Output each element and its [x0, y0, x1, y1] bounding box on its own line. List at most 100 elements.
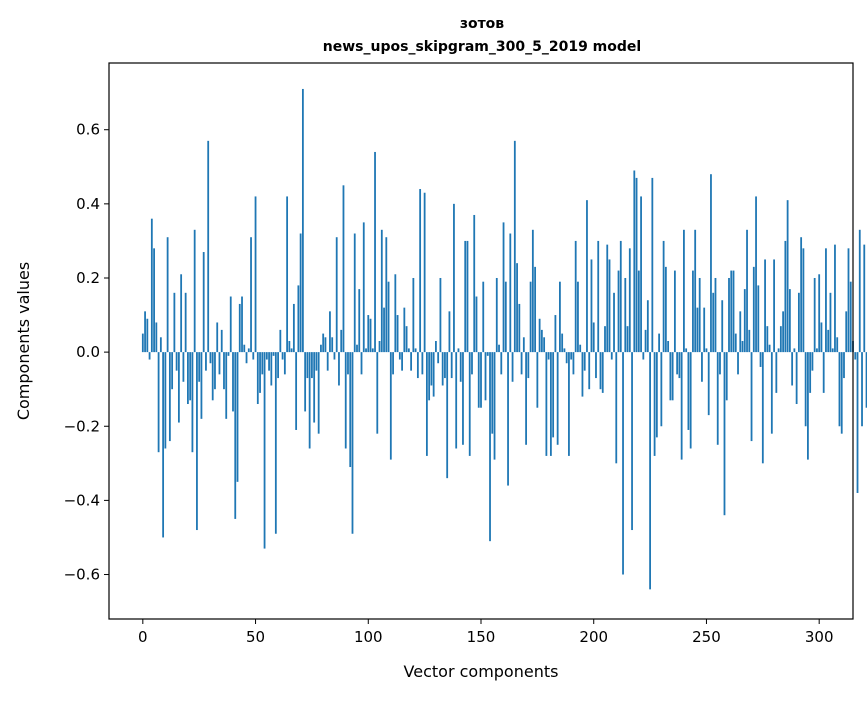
bar-component-51	[256, 352, 259, 405]
bar-component-210	[615, 352, 618, 464]
bar-component-199	[590, 259, 593, 353]
bar-component-263	[734, 333, 737, 353]
bar-component-275	[761, 352, 764, 464]
bar-component-18	[182, 352, 185, 382]
bar-component-37	[225, 352, 228, 419]
bar-component-102	[371, 348, 374, 353]
bar-component-10	[164, 352, 167, 449]
bar-component-174	[534, 266, 537, 353]
bar-component-302	[822, 352, 825, 393]
bar-component-36	[223, 352, 225, 390]
bar-component-122	[416, 352, 419, 379]
bar-component-247	[698, 277, 701, 353]
bar-component-140	[457, 348, 460, 353]
bar-component-205	[604, 326, 606, 353]
bar-component-7	[157, 352, 160, 453]
bar-component-41	[234, 352, 237, 519]
x-tick-label: 300	[805, 628, 834, 646]
bar-component-58	[272, 352, 275, 356]
bar-component-253	[712, 292, 715, 353]
bar-component-55	[265, 352, 268, 360]
bar-component-49	[252, 352, 255, 360]
bar-component-31	[211, 352, 214, 401]
bar-component-285	[784, 240, 787, 353]
bar-component-30	[209, 352, 212, 364]
bar-component-17	[180, 274, 183, 353]
bar-component-106	[380, 229, 383, 353]
chart-title-line-2: news_upos_skipgram_300_5_2019 model	[323, 39, 641, 55]
bar-component-39	[229, 296, 232, 353]
bar-component-25	[198, 352, 201, 382]
bar-component-129	[432, 352, 435, 397]
bar-component-97	[360, 352, 363, 375]
bar-component-103	[374, 151, 376, 353]
y-tick-label: 0.0	[76, 343, 100, 361]
bar-component-92	[349, 352, 352, 468]
bar-component-305	[829, 292, 832, 353]
bar-component-64	[286, 196, 289, 353]
bar-component-223	[644, 329, 647, 353]
bar-component-281	[775, 352, 778, 393]
bar-component-156	[493, 352, 496, 460]
bar-component-110	[389, 352, 392, 460]
bar-component-28	[205, 352, 207, 371]
bar-component-27	[202, 252, 205, 353]
bar-component-123	[419, 189, 422, 353]
bar-component-283	[779, 326, 782, 353]
bar-component-213	[622, 352, 624, 575]
bar-component-63	[283, 352, 286, 375]
bar-component-130	[435, 341, 437, 353]
bar-component-211	[617, 270, 620, 353]
bar-component-238	[678, 352, 681, 379]
bar-component-11	[166, 237, 169, 353]
bar-component-217	[631, 352, 633, 531]
x-tick-label: 0	[138, 628, 148, 646]
bar-component-193	[577, 281, 579, 353]
x-axis-ticks: 0 50 100 150 200 250 300	[138, 619, 834, 646]
bar-component-57	[270, 352, 273, 386]
bar-component-118	[407, 348, 410, 353]
bar-component-273	[757, 285, 760, 353]
bar-component-43	[238, 303, 241, 353]
bar-component-306	[831, 348, 834, 353]
bar-component-225	[649, 352, 651, 590]
bar-component-293	[802, 248, 805, 353]
y-tick-label: −0.4	[64, 491, 100, 509]
bar-component-149	[477, 352, 480, 408]
bar-component-56	[268, 352, 270, 371]
bar-component-256	[719, 352, 721, 375]
bar-component-204	[601, 352, 604, 393]
plot-area-frame	[108, 62, 854, 620]
bar-component-50	[254, 196, 257, 353]
bar-component-185	[559, 281, 561, 353]
bar-component-284	[782, 311, 785, 353]
bar-component-104	[376, 352, 379, 434]
bar-component-316	[854, 352, 857, 360]
bar-component-147	[473, 214, 476, 353]
bar-component-218	[633, 170, 636, 353]
bar-component-195	[581, 352, 584, 397]
bars-group	[141, 88, 867, 590]
bar-component-77	[315, 352, 318, 371]
bar-component-119	[410, 352, 413, 371]
bar-component-32	[214, 352, 216, 390]
bar-component-197	[586, 200, 588, 353]
bar-component-311	[843, 352, 845, 379]
bar-component-301	[820, 322, 823, 353]
bar-component-299	[816, 348, 818, 353]
bar-component-228	[655, 352, 658, 438]
bar-component-69	[297, 285, 300, 353]
bar-component-255	[716, 352, 719, 445]
bar-component-260	[728, 277, 730, 353]
bar-component-14	[173, 292, 176, 353]
bar-component-171	[527, 352, 530, 379]
bar-component-178	[543, 337, 546, 353]
bar-component-42	[236, 352, 239, 482]
bar-component-93	[351, 352, 354, 534]
bar-component-108	[385, 237, 388, 353]
bar-component-98	[362, 222, 365, 353]
x-tick-label: 250	[692, 628, 721, 646]
bar-component-175	[536, 352, 539, 408]
bar-component-294	[804, 352, 807, 427]
